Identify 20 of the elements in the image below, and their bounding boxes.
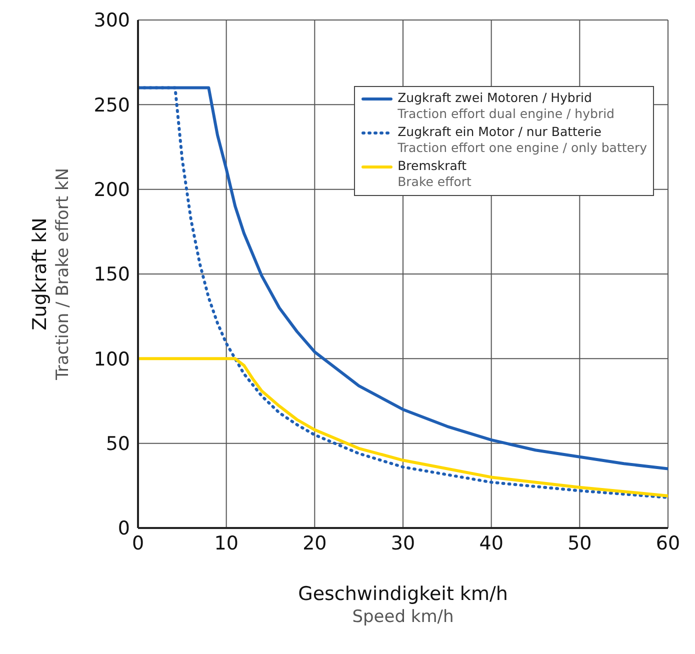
y-tick-label: 50 [106, 433, 130, 456]
x-tick-label: 50 [568, 532, 592, 554]
x-tick-label: 40 [479, 532, 504, 554]
y-tick-label: 200 [94, 179, 130, 202]
y-tick-label: 0 [118, 518, 130, 540]
legend-label: Zugkraft zwei Motoren / Hybrid Traction effort dual engine / hybrid [398, 90, 614, 122]
y-tick-label: 300 [94, 10, 130, 32]
x-tick-label: 60 [656, 532, 680, 554]
x-tick-label: 10 [214, 532, 238, 554]
x-tick-label: 20 [302, 532, 327, 554]
y-tick-label: 150 [94, 264, 130, 286]
y-tick-label: 250 [94, 94, 130, 116]
y-axis-title: Zugkraft kN Traction / Brake effort kN [29, 168, 73, 382]
x-axis-title: Geschwindigkeit km/h Speed km/h [298, 583, 508, 627]
y-tick-label: 100 [94, 348, 130, 370]
legend-label: Bremskraft Brake effort [398, 158, 472, 190]
line-series [138, 357, 668, 498]
legend-label: Zugkraft ein Motor / nur Batterie Traction effort one engine / only battery [398, 124, 647, 156]
x-tick-label: 30 [390, 532, 416, 554]
x-tick-label: 0 [132, 532, 144, 554]
